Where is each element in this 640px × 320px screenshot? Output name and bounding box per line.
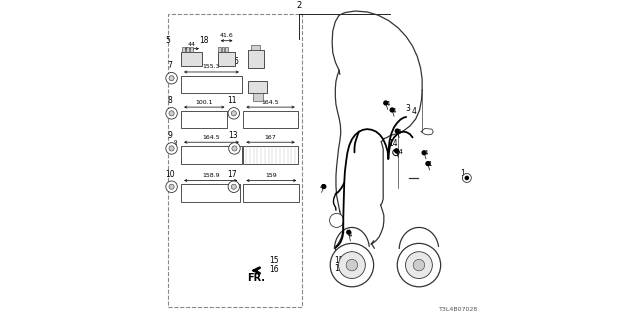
- Bar: [248, 50, 264, 68]
- Circle shape: [232, 146, 237, 151]
- Circle shape: [166, 181, 177, 193]
- Bar: [218, 52, 236, 66]
- Circle shape: [339, 252, 365, 278]
- Circle shape: [228, 108, 239, 119]
- Text: 14: 14: [388, 139, 398, 148]
- Bar: [253, 93, 262, 101]
- Circle shape: [166, 143, 177, 154]
- Bar: [243, 184, 300, 202]
- Text: 15: 15: [334, 256, 344, 266]
- Circle shape: [462, 173, 471, 182]
- Bar: [181, 184, 240, 202]
- Text: 6: 6: [234, 57, 239, 66]
- Text: 44: 44: [188, 42, 195, 47]
- Circle shape: [228, 143, 240, 154]
- Text: 14: 14: [394, 149, 403, 155]
- Text: 7: 7: [168, 61, 172, 70]
- Circle shape: [413, 259, 425, 271]
- Text: 2: 2: [296, 1, 302, 10]
- Bar: [181, 76, 242, 93]
- Bar: [190, 47, 193, 52]
- Bar: [251, 45, 260, 50]
- Text: FR.: FR.: [247, 273, 265, 283]
- Bar: [168, 13, 303, 307]
- Text: 18: 18: [199, 36, 208, 45]
- Circle shape: [231, 184, 236, 189]
- Circle shape: [346, 259, 358, 271]
- Text: 9: 9: [173, 140, 177, 145]
- Text: 4: 4: [319, 184, 324, 190]
- Circle shape: [426, 162, 430, 165]
- Circle shape: [397, 244, 441, 287]
- Text: 1: 1: [428, 161, 432, 167]
- Circle shape: [169, 184, 174, 189]
- Text: 164.5: 164.5: [203, 135, 220, 140]
- Text: 9: 9: [168, 131, 172, 140]
- Text: T3L4B07028: T3L4B07028: [439, 307, 478, 312]
- Bar: [181, 146, 242, 164]
- Circle shape: [322, 185, 326, 188]
- Text: 8: 8: [168, 96, 172, 105]
- Bar: [181, 52, 202, 66]
- Circle shape: [396, 129, 399, 133]
- Text: 4: 4: [385, 101, 390, 107]
- Text: 11: 11: [227, 96, 237, 105]
- Text: 159: 159: [266, 173, 277, 178]
- Bar: [218, 47, 221, 52]
- Text: 100.1: 100.1: [196, 100, 213, 105]
- Circle shape: [330, 244, 374, 287]
- Text: 10: 10: [165, 170, 175, 179]
- Text: 16: 16: [334, 264, 344, 273]
- Circle shape: [169, 76, 174, 81]
- Circle shape: [393, 149, 399, 156]
- Circle shape: [395, 149, 399, 153]
- Circle shape: [347, 230, 351, 234]
- Circle shape: [390, 108, 394, 112]
- Text: 4: 4: [412, 107, 417, 116]
- Bar: [243, 146, 298, 164]
- Circle shape: [406, 252, 433, 278]
- Text: 12: 12: [229, 83, 239, 92]
- Text: 3: 3: [405, 104, 410, 113]
- Text: 17: 17: [227, 170, 237, 179]
- Text: 15: 15: [269, 256, 278, 266]
- Text: 155.3: 155.3: [203, 64, 220, 69]
- Circle shape: [166, 72, 177, 84]
- Circle shape: [169, 146, 174, 151]
- Bar: [225, 47, 228, 52]
- Text: 4: 4: [348, 232, 353, 238]
- Text: 5: 5: [165, 36, 170, 45]
- Circle shape: [384, 101, 388, 105]
- Circle shape: [169, 111, 174, 116]
- Circle shape: [231, 111, 236, 116]
- Text: 16: 16: [269, 265, 278, 274]
- Bar: [186, 47, 189, 52]
- Bar: [182, 47, 185, 52]
- Bar: [222, 47, 225, 52]
- Circle shape: [228, 181, 239, 193]
- Text: 1: 1: [461, 169, 465, 178]
- Text: 167: 167: [265, 135, 276, 140]
- Text: 4: 4: [392, 108, 396, 114]
- Bar: [243, 111, 298, 129]
- Circle shape: [422, 151, 426, 155]
- Circle shape: [330, 213, 344, 228]
- Text: 164.5: 164.5: [262, 100, 279, 105]
- Text: 4: 4: [424, 150, 428, 156]
- Text: 158.9: 158.9: [202, 173, 220, 178]
- Circle shape: [166, 108, 177, 119]
- Text: 3: 3: [397, 129, 401, 135]
- Text: 41.6: 41.6: [220, 33, 234, 38]
- Text: 13: 13: [228, 131, 237, 140]
- Circle shape: [465, 176, 468, 180]
- Bar: [181, 111, 227, 129]
- Bar: [248, 81, 268, 93]
